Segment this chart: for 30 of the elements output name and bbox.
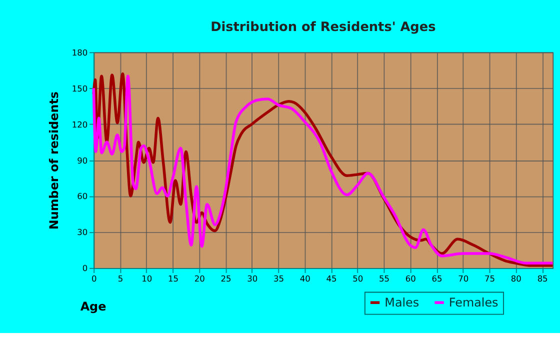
- x-tick-label: 15: [168, 273, 178, 284]
- x-tick-label: 35: [274, 273, 284, 284]
- y-tick-label: 60: [77, 191, 88, 202]
- y-tick-label: 0: [82, 263, 88, 274]
- x-tick-label: 55: [379, 273, 390, 284]
- x-tick-label: 85: [537, 273, 548, 284]
- y-tick-label: 150: [72, 83, 88, 94]
- x-tick-label: 80: [510, 273, 522, 284]
- x-tick-label: 60: [405, 273, 416, 284]
- x-tick-label: 30: [247, 273, 258, 284]
- x-tick-label: 10: [142, 273, 152, 284]
- legend-label: Males: [384, 295, 420, 310]
- chart-title: Distribution of Residents' Ages: [210, 20, 436, 36]
- y-tick-label: 90: [77, 155, 88, 166]
- x-tick-label: 0: [91, 273, 97, 284]
- y-tick-label: 180: [72, 47, 88, 58]
- y-tick-label: 30: [77, 227, 88, 238]
- x-tick-label: 25: [220, 273, 232, 284]
- x-tick-label: 50: [352, 273, 364, 284]
- legend-label: Females: [448, 295, 498, 310]
- x-tick-label: 5: [118, 273, 124, 284]
- y-axis-title: Number of residents: [47, 91, 62, 230]
- x-tick-label: 20: [194, 273, 205, 284]
- x-tick-label: 40: [300, 273, 310, 284]
- x-axis-title: Age: [80, 300, 106, 314]
- y-tick-label: 120: [72, 119, 88, 130]
- x-tick-label: 45: [326, 273, 337, 284]
- x-tick-label: 75: [484, 273, 496, 284]
- x-tick-label: 65: [432, 273, 442, 284]
- x-tick-label: 70: [458, 273, 469, 284]
